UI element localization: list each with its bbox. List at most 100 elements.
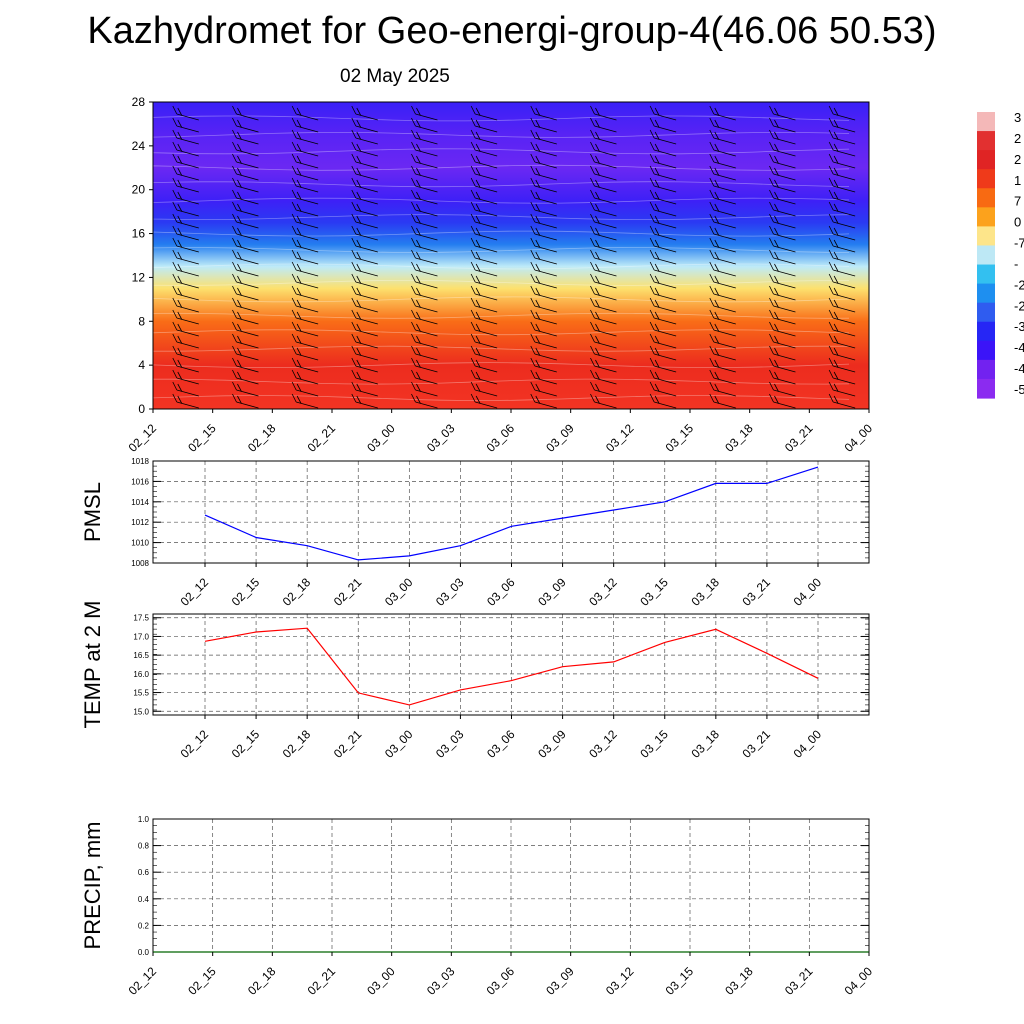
colorbar-swatch xyxy=(977,150,995,170)
colorbar-swatch xyxy=(977,188,995,208)
wind-barb xyxy=(172,333,199,349)
wind-barb xyxy=(709,105,736,121)
y-tick-label: 12 xyxy=(132,270,146,284)
wind-barb xyxy=(470,153,498,169)
wind-barb xyxy=(530,129,557,145)
wind-barb xyxy=(470,297,498,313)
colorbar-label: 2 xyxy=(1014,131,1021,146)
wind-barb xyxy=(828,225,856,241)
x-tick-label: 03_15 xyxy=(663,421,697,455)
wind-barb xyxy=(530,357,557,373)
wind-barb xyxy=(590,393,617,409)
wind-barb xyxy=(709,213,736,229)
wind-barb xyxy=(351,165,378,181)
wind-barb xyxy=(769,153,796,169)
x-tick-label: 02_21 xyxy=(331,575,365,609)
wind-barb xyxy=(470,309,498,325)
wind-barb xyxy=(470,213,498,229)
x-tick-label: 02_18 xyxy=(280,727,314,761)
wind-barb xyxy=(291,201,319,217)
wind-barb xyxy=(411,381,438,397)
wind-barb xyxy=(470,369,498,385)
x-tick-label: 02_12 xyxy=(178,727,212,761)
wind-barb xyxy=(709,393,736,409)
wind-barb xyxy=(530,237,557,253)
wind-barb xyxy=(351,153,378,169)
wind-barb xyxy=(590,141,617,157)
wind-barb xyxy=(351,261,378,277)
wind-barb xyxy=(232,345,259,361)
wind-barb xyxy=(530,273,557,289)
wind-barb xyxy=(590,165,617,181)
temp-ylabel: TEMP at 2 M xyxy=(80,601,105,729)
wind-barb xyxy=(530,249,557,265)
wind-barb xyxy=(291,117,319,133)
x-tick-label: 02_21 xyxy=(305,964,339,998)
wind-barb xyxy=(470,117,498,133)
precip-ylabel: PRECIP, mm xyxy=(80,822,105,950)
wind-barb xyxy=(828,273,856,289)
wind-barb xyxy=(470,393,498,409)
wind-barb xyxy=(470,333,498,349)
wind-barb xyxy=(590,225,617,241)
wind-barb xyxy=(411,225,438,241)
wind-barb xyxy=(828,393,856,409)
wind-barb xyxy=(649,141,677,157)
x-tick-label: 02_18 xyxy=(245,421,279,455)
wind-barb xyxy=(649,105,677,121)
wind-barb xyxy=(232,165,259,181)
wind-barb xyxy=(351,345,378,361)
wind-barb xyxy=(291,333,319,349)
wind-barb xyxy=(590,201,617,217)
wind-barb xyxy=(232,249,259,265)
wind-barb xyxy=(172,177,199,193)
temp-panel: 15.0 15.5 16.0 16.5 17.0 17.5 02_12 02_15 02_18 0… xyxy=(80,601,870,761)
wind-barb xyxy=(470,105,498,121)
colorbar-swatch xyxy=(977,321,995,342)
wind-barb xyxy=(649,201,677,217)
wind-barb xyxy=(530,333,557,349)
wind-barb xyxy=(828,369,856,385)
wind-barb xyxy=(530,321,557,337)
wind-barb xyxy=(351,201,378,217)
wind-barb xyxy=(411,141,438,157)
wind-barb xyxy=(470,345,498,361)
wind-barb xyxy=(470,201,498,217)
wind-barb xyxy=(649,369,677,385)
wind-barb xyxy=(769,285,796,301)
wind-barb xyxy=(590,129,617,145)
wind-barb xyxy=(769,165,796,181)
x-tick-label: 03_12 xyxy=(586,727,620,761)
x-tick-label: 03_09 xyxy=(543,421,577,455)
wind-barb xyxy=(590,321,617,337)
x-tick-label: 03_00 xyxy=(364,421,398,455)
colorbar-label: 0 xyxy=(1014,215,1021,230)
x-tick-label: 02_12 xyxy=(178,575,212,609)
wind-barb xyxy=(411,309,438,325)
wind-barb xyxy=(590,273,617,289)
y-tick-label: 20 xyxy=(132,183,146,197)
x-tick-label: 03_06 xyxy=(484,964,518,998)
colorbar-swatch xyxy=(977,378,995,399)
pmsl-ylabel: PMSL xyxy=(80,482,105,542)
wind-barb xyxy=(172,237,199,253)
wind-barb xyxy=(649,273,677,289)
wind-barb xyxy=(769,273,796,289)
colorbar-label: -4 xyxy=(1014,340,1024,355)
wind-barb xyxy=(232,357,259,373)
wind-barb xyxy=(649,237,677,253)
colorbar-swatch xyxy=(977,245,995,266)
contour-line xyxy=(152,247,850,253)
wind-barb xyxy=(769,261,796,277)
wind-barb xyxy=(172,297,199,313)
x-tick-label: 03_03 xyxy=(433,575,467,609)
wind-barb xyxy=(411,213,438,229)
wind-barb xyxy=(351,213,378,229)
wind-barb xyxy=(769,381,796,397)
chart-date: 02 May 2025 xyxy=(340,66,450,87)
x-tick-label: 03_06 xyxy=(484,727,518,761)
wind-barb xyxy=(769,141,796,157)
wind-barb xyxy=(172,189,199,205)
colorbar-swatch xyxy=(977,226,995,247)
wind-barb xyxy=(590,177,617,193)
